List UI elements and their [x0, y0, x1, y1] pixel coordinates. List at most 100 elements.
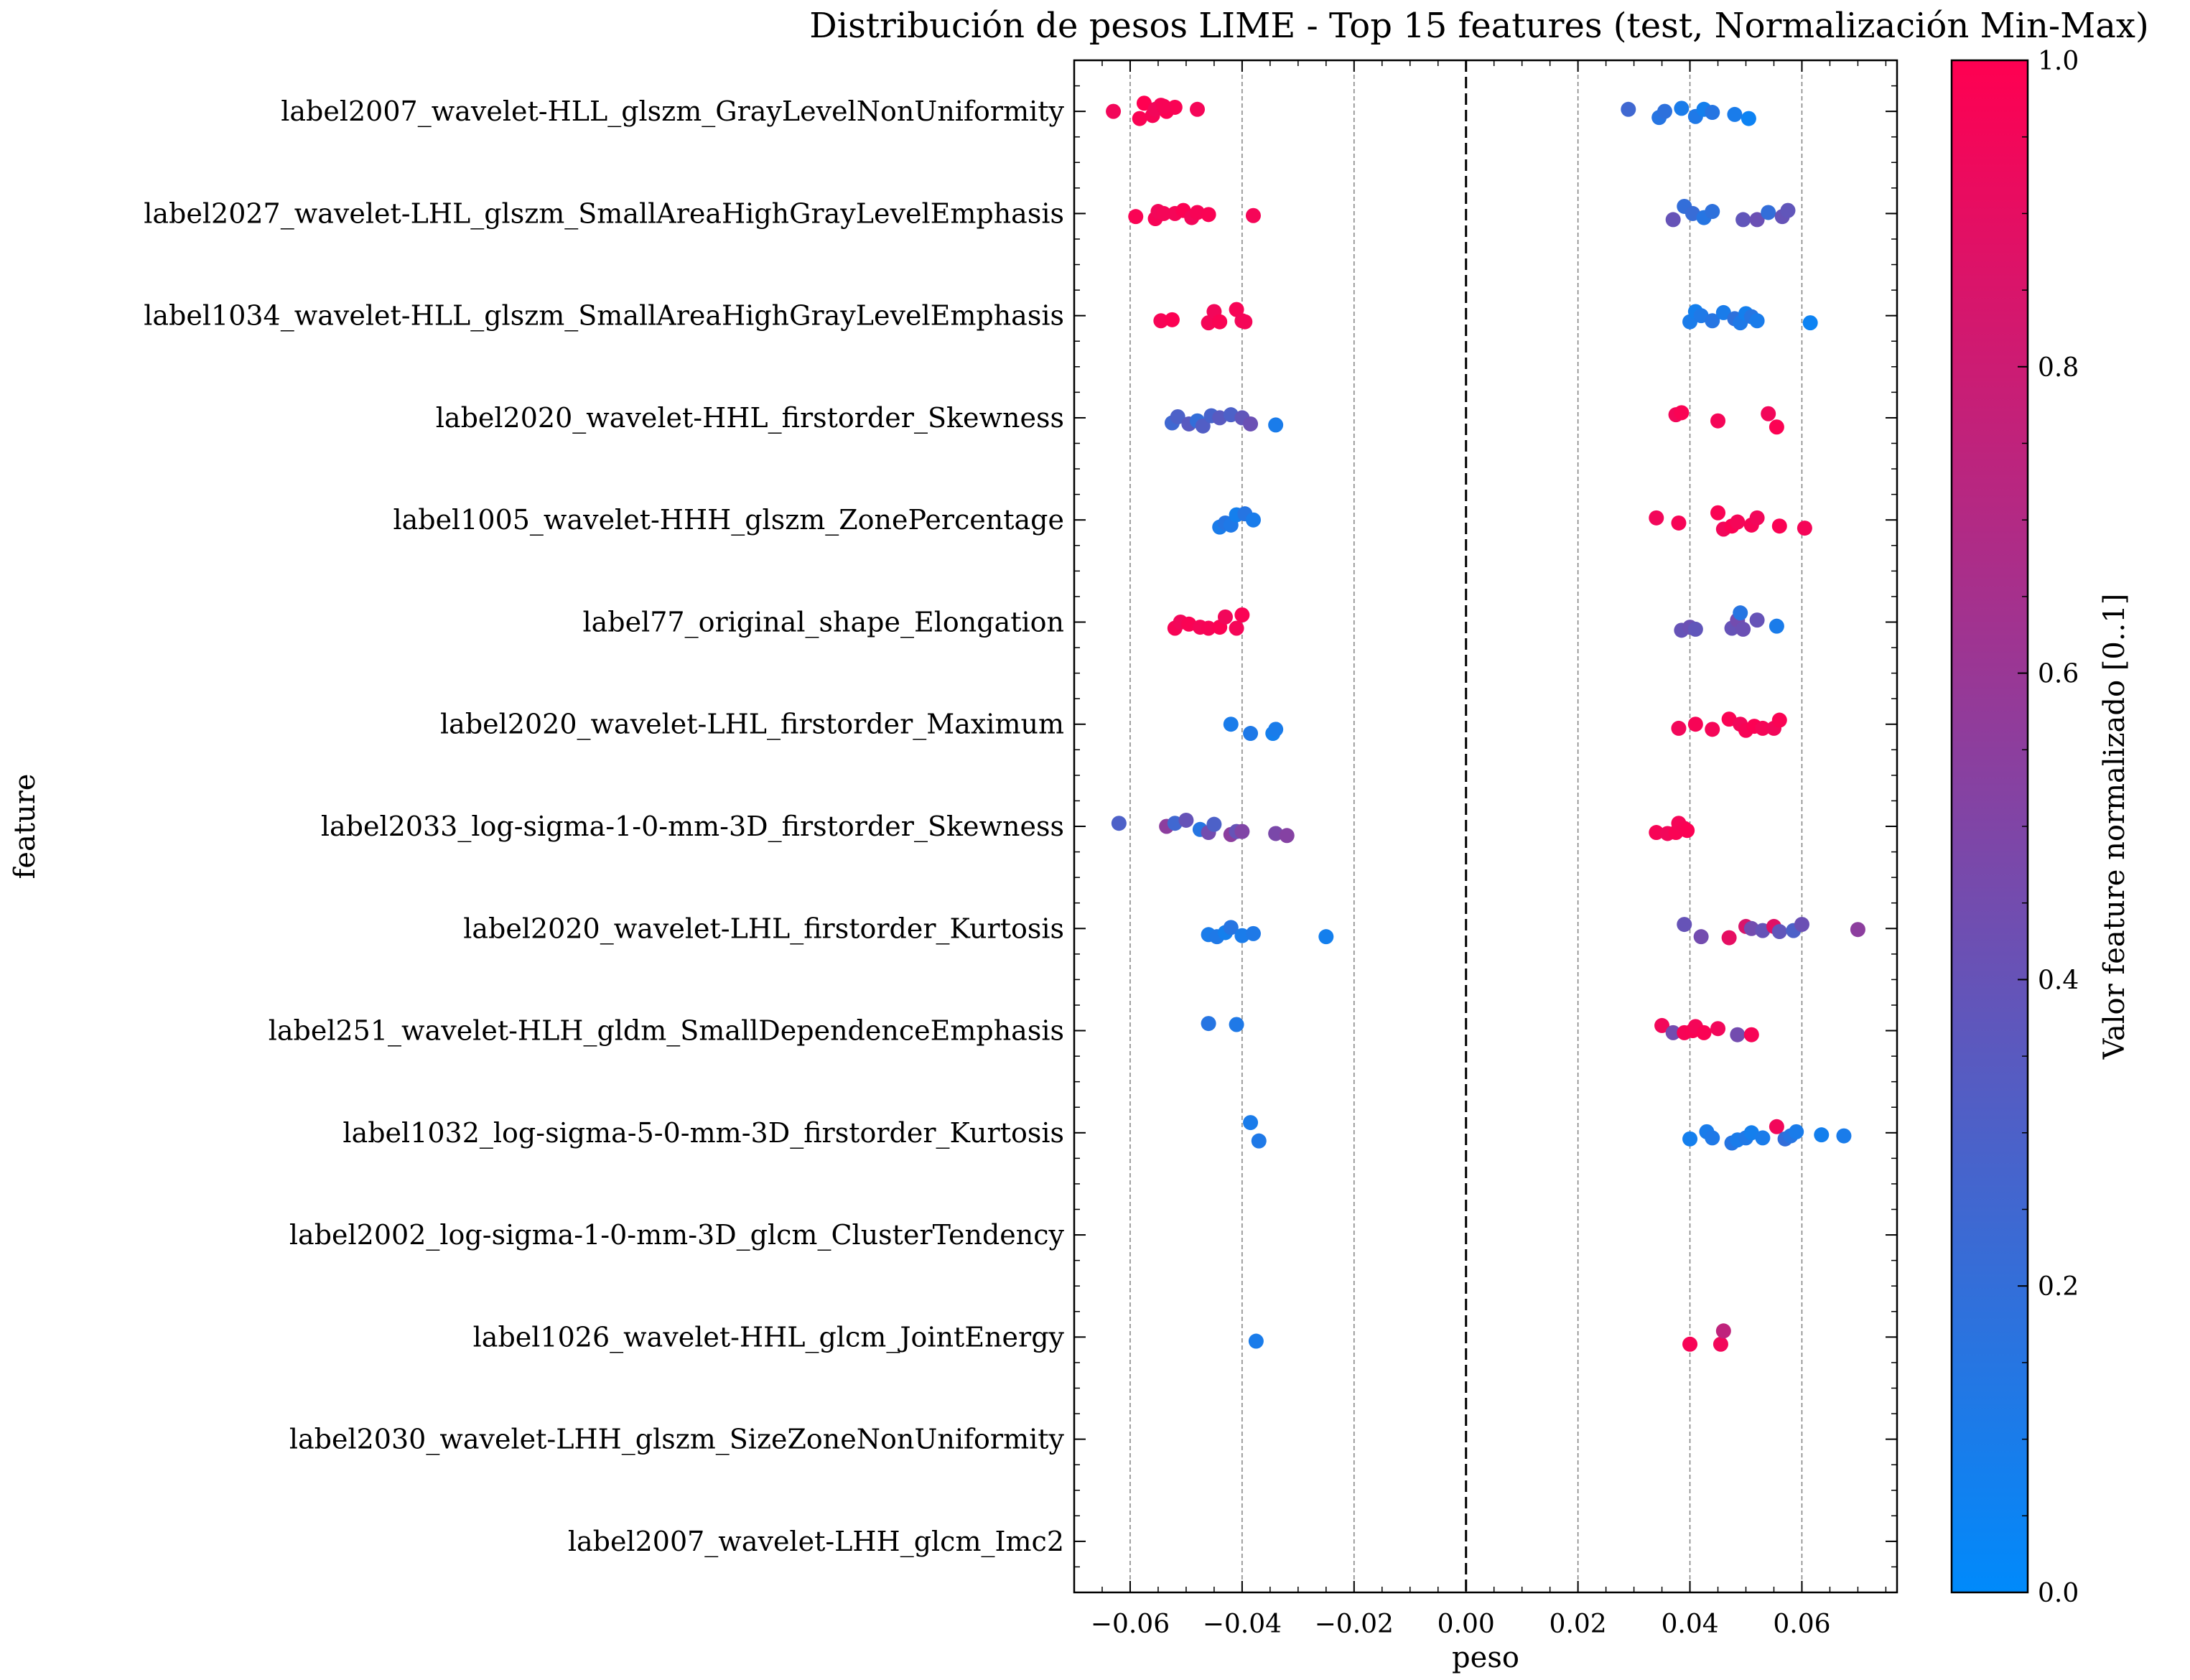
- data-point: [1749, 510, 1765, 526]
- data-point: [1730, 1027, 1746, 1042]
- data-point: [1797, 521, 1812, 536]
- feature-label: label2030_wavelet-LHH_glszm_SizeZoneNonU…: [289, 1424, 1065, 1456]
- colorbar-tick-label: 0.0: [2038, 1579, 2079, 1608]
- data-point: [1771, 712, 1787, 728]
- data-point: [1749, 313, 1765, 329]
- data-point: [1621, 101, 1636, 117]
- colorbar-tick-label: 0.2: [2038, 1272, 2079, 1302]
- data-point: [1268, 826, 1284, 841]
- feature-label: label2020_wavelet-HHL_firstorder_Skewnes…: [436, 402, 1064, 434]
- data-point: [1234, 607, 1250, 623]
- feature-label: label2033_log-sigma-1-0-mm-3D_firstorder…: [321, 811, 1064, 843]
- data-point: [1693, 308, 1709, 324]
- data-point: [1212, 314, 1228, 330]
- data-point: [1789, 1124, 1804, 1139]
- data-point: [1170, 409, 1185, 425]
- data-point: [1705, 722, 1720, 737]
- x-tick-label: 0.06: [1773, 1610, 1830, 1639]
- colorbar-tick-label: 0.6: [2038, 660, 2079, 689]
- data-point: [1780, 202, 1796, 218]
- data-point: [1153, 313, 1169, 329]
- data-point: [1128, 209, 1144, 225]
- data-point: [1710, 413, 1726, 429]
- data-point: [1674, 101, 1690, 116]
- data-point: [1234, 928, 1250, 943]
- data-point: [1217, 609, 1233, 625]
- feature-label: label2007_wavelet-LHH_glcm_Imc2: [568, 1526, 1064, 1558]
- data-point: [1132, 111, 1147, 126]
- feature-label: label77_original_shape_Elongation: [582, 606, 1064, 638]
- data-point: [1665, 1025, 1681, 1040]
- data-point: [1755, 720, 1771, 736]
- data-point: [1245, 925, 1261, 941]
- data-point: [1769, 1119, 1784, 1134]
- data-point: [1727, 106, 1743, 122]
- data-point: [1769, 419, 1784, 435]
- data-point: [1156, 98, 1172, 114]
- data-point: [1206, 816, 1222, 832]
- data-point: [1167, 99, 1183, 115]
- data-point: [1223, 717, 1239, 732]
- data-point: [1735, 621, 1751, 637]
- data-point: [1190, 205, 1206, 220]
- x-tick-label: 0.00: [1438, 1610, 1495, 1639]
- feature-labels: label2007_wavelet-HLL_glszm_GrayLevelNon…: [144, 95, 1064, 1558]
- data-point: [1850, 922, 1865, 938]
- data-point: [1755, 1130, 1771, 1146]
- data-point: [1243, 726, 1259, 742]
- data-point: [1696, 1025, 1712, 1040]
- data-point: [1223, 920, 1239, 935]
- feature-label: label251_wavelet-HLH_gldm_SmallDependenc…: [269, 1015, 1064, 1047]
- data-point: [1674, 405, 1690, 421]
- data-point: [1710, 1021, 1726, 1037]
- data-point: [1705, 204, 1720, 220]
- data-point: [1761, 406, 1776, 421]
- colorbar-label: Valor feature normalizado [0..1]: [2098, 594, 2131, 1060]
- data-point: [1705, 313, 1720, 329]
- x-tick-label: −0.04: [1203, 1610, 1282, 1639]
- data-point: [1195, 418, 1211, 434]
- data-point: [1705, 105, 1720, 121]
- feature-label: label2007_wavelet-HLL_glszm_GrayLevelNon…: [281, 95, 1064, 128]
- data-point: [1802, 315, 1818, 331]
- data-point: [1201, 207, 1216, 223]
- data-point: [1178, 812, 1194, 828]
- data-point: [1682, 1131, 1698, 1147]
- data-point: [1687, 717, 1703, 732]
- data-point: [1248, 1333, 1264, 1349]
- data-point: [1749, 212, 1765, 228]
- feature-label: label1026_wavelet-HHL_glcm_JointEnergy: [473, 1321, 1065, 1353]
- data-point: [1649, 825, 1664, 841]
- data-point: [1671, 720, 1687, 736]
- data-point: [1111, 816, 1127, 831]
- data-point: [1705, 1130, 1720, 1146]
- data-point: [1743, 920, 1759, 936]
- feature-label: label2027_wavelet-LHL_glszm_SmallAreaHig…: [144, 197, 1064, 230]
- data-point: [1713, 1336, 1728, 1352]
- data-point: [1771, 924, 1787, 940]
- data-point: [1243, 1115, 1259, 1131]
- data-point: [1279, 828, 1295, 844]
- data-point: [1671, 515, 1687, 531]
- data-point: [1771, 518, 1787, 534]
- feature-label: label1032_log-sigma-5-0-mm-3D_firstorder…: [343, 1117, 1064, 1149]
- data-point: [1245, 512, 1261, 528]
- data-point: [1649, 510, 1664, 526]
- data-point: [1654, 1017, 1670, 1033]
- data-point: [1836, 1128, 1852, 1144]
- data-point: [1201, 315, 1216, 331]
- feature-label: label1005_wavelet-HHH_glszm_ZonePercenta…: [393, 504, 1064, 536]
- y-axis-label: feature: [9, 774, 42, 879]
- chart-title: Distribución de pesos LIME - Top 15 feat…: [809, 6, 2148, 46]
- data-point: [1268, 417, 1284, 433]
- data-point: [1201, 1016, 1216, 1032]
- axis-ticks: [1073, 60, 1897, 1592]
- x-tick-label: 0.04: [1661, 1610, 1718, 1639]
- data-point: [1682, 1336, 1698, 1352]
- data-point: [1190, 101, 1206, 117]
- colorbar-ticks: 0.0 0.2 0.4 0.6 0.8 1.0: [2018, 47, 2079, 1608]
- x-tick-labels: −0.06 −0.04 −0.02 0.00 0.02 0.04 0.06: [1091, 1610, 1831, 1639]
- data-point: [1721, 711, 1737, 727]
- data-point: [1769, 618, 1784, 634]
